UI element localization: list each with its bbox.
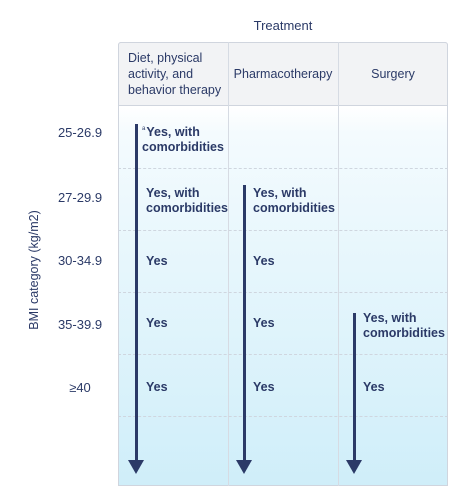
bmi-label: 25-26.9 (57, 125, 103, 140)
cell-text: Yes, with comorbidities (142, 125, 224, 154)
cell-pharmacotherapy-40: Yes (253, 380, 275, 394)
cell-lifestyle-40: Yes (146, 380, 168, 394)
column-divider (338, 42, 339, 486)
bmi-label: 30-34.9 (57, 253, 103, 268)
footnote-marker: a (142, 126, 146, 132)
surgery-arrow-head (346, 460, 362, 474)
lifestyle-arrow-head (128, 460, 144, 474)
row-divider (118, 292, 448, 293)
bmi-label: 35-39.9 (57, 317, 103, 332)
bmi-label: 27-29.9 (57, 190, 103, 205)
cell-surgery-35: Yes, with comorbidities (363, 311, 445, 340)
table-header-row (118, 42, 448, 106)
cell-lifestyle-35: Yes (146, 316, 168, 330)
cell-pharmacotherapy-27: Yes, with comorbidities (253, 186, 335, 215)
column-divider (228, 42, 229, 486)
pharmacotherapy-arrow-head (236, 460, 252, 474)
row-divider (118, 416, 448, 417)
lifestyle-arrow-line (135, 124, 138, 462)
cell-lifestyle-25: aYes, with comorbidities (142, 122, 228, 155)
cell-pharmacotherapy-35: Yes (253, 316, 275, 330)
cell-lifestyle-27: Yes, with comorbidities (146, 186, 228, 215)
cell-pharmacotherapy-30: Yes (253, 254, 275, 268)
cell-surgery-40: Yes (363, 380, 385, 394)
row-divider (118, 354, 448, 355)
treatment-title: Treatment (253, 18, 313, 33)
surgery-arrow-line (353, 313, 356, 462)
pharmacotherapy-arrow-line (243, 185, 246, 462)
y-axis-title: BMI category (kg/m2) (27, 210, 41, 330)
recommendation-table (118, 42, 448, 486)
row-divider (118, 168, 448, 169)
row-divider (118, 230, 448, 231)
column-header-pharmacotherapy: Pharmacotherapy (233, 67, 333, 81)
column-header-surgery: Surgery (371, 67, 415, 81)
column-header-lifestyle: Diet, physical activity, and behavior th… (128, 51, 222, 97)
cell-lifestyle-30: Yes (146, 254, 168, 268)
bmi-label: ≥40 (69, 380, 91, 395)
